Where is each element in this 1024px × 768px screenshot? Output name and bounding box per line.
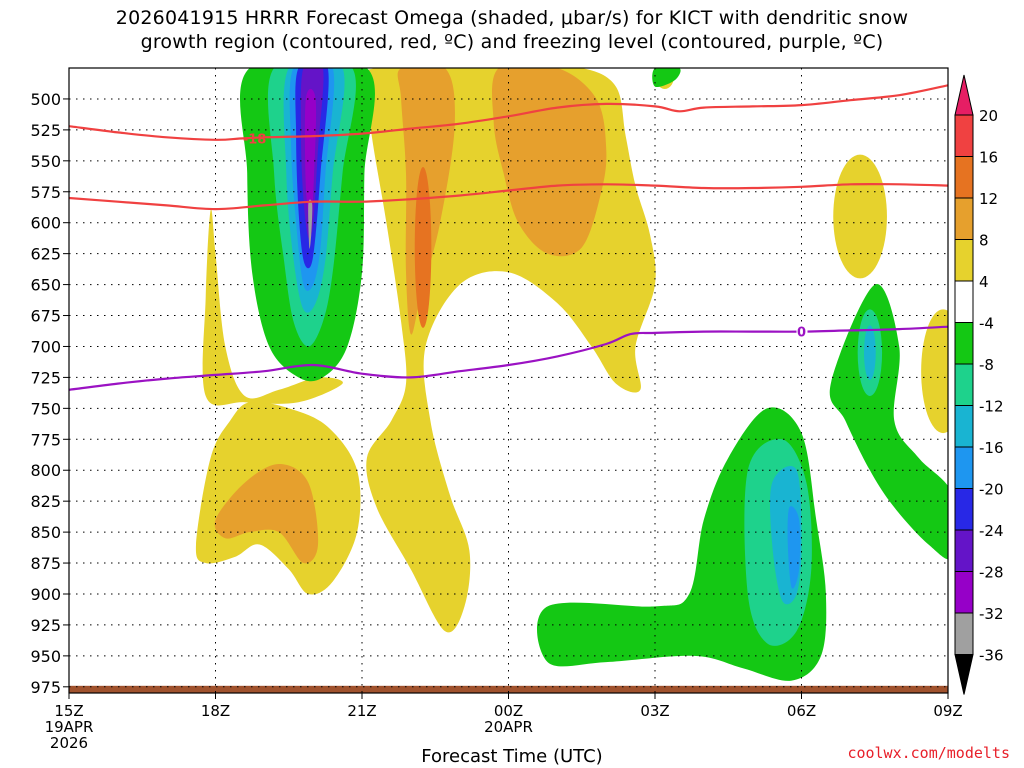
- credit-link[interactable]: coolwx.com/modelts: [847, 744, 1010, 762]
- x-tick-label: 03Z: [640, 702, 669, 720]
- colorbar-segment: [954, 280, 974, 323]
- colorbar-tick-label: -32: [979, 605, 1004, 623]
- omega-region-positive-edge: [921, 309, 948, 434]
- y-tick-label: 725: [30, 368, 61, 387]
- omega-region-minus32: [308, 199, 313, 249]
- colorbar-tick-label: 8: [979, 232, 989, 250]
- x-tick-label: 00Z: [494, 702, 523, 720]
- y-tick-label: 675: [30, 307, 61, 326]
- y-tick-label: 775: [30, 430, 61, 449]
- colorbar-tick-label: -36: [979, 647, 1004, 665]
- x-tick-sublabel: 2026: [50, 734, 88, 752]
- colorbar-tick-label: -16: [979, 439, 1004, 457]
- colorbar-segment: [954, 156, 974, 199]
- y-tick-label: 750: [30, 399, 61, 418]
- colorbar-tick-label: 4: [979, 273, 989, 291]
- y-tick-label: 950: [30, 647, 61, 666]
- y-tick-label: 550: [30, 152, 61, 171]
- colorbar-segment: [954, 571, 974, 614]
- omega-region-low-minus16: [787, 506, 801, 589]
- y-tick-label: 525: [30, 121, 61, 140]
- contour-label-bg: [796, 324, 808, 339]
- y-tick-label: 625: [30, 245, 61, 264]
- x-tick-sublabel: 19APR: [45, 718, 94, 736]
- colorbar-segment: [954, 322, 974, 365]
- x-axis-label: Forecast Time (UTC): [421, 746, 603, 767]
- contour-line-1: [69, 182, 948, 211]
- colorbar-bottom-arrow: [954, 654, 974, 695]
- colorbar-tick-label: 20: [979, 107, 998, 125]
- colorbar-tick-label: -8: [979, 356, 994, 374]
- omega-region-negative-top: [652, 68, 681, 88]
- colorbar-segment: [954, 363, 974, 406]
- y-tick-label: 925: [30, 616, 61, 635]
- x-tick-label: 15Z: [54, 702, 83, 720]
- y-tick-label: 700: [30, 337, 61, 356]
- colorbar-tick-label: -24: [979, 522, 1004, 540]
- contour-line-0: [69, 84, 948, 141]
- contour-label-0: -18: [243, 133, 267, 148]
- colorbar-segment: [954, 488, 974, 531]
- colorbar-segment: [954, 239, 974, 282]
- colorbar-segment: [954, 612, 974, 655]
- y-tick-label: 850: [30, 523, 61, 542]
- x-tick-label: 06Z: [787, 702, 816, 720]
- x-tick-sublabel: 20APR: [484, 718, 533, 736]
- omega-region-12-16: [414, 167, 432, 328]
- surface-ground: [69, 685, 948, 693]
- y-tick-label: 875: [30, 554, 61, 573]
- colorbar-tick-label: -12: [979, 398, 1004, 416]
- colorbar-tick-label: 16: [979, 149, 998, 167]
- x-tick-label: 18Z: [201, 702, 230, 720]
- y-axis: 500 525 550 575 600 625 650 675 700 725 750 775 800 8…: [30, 90, 69, 697]
- title-line-1: 2026041915 HRRR Forecast Omega (shaded, …: [115, 7, 909, 29]
- omega-region-right-minus12: [864, 325, 876, 380]
- colorbar-tick-label: -4: [979, 315, 994, 333]
- omega-shading: [69, 68, 948, 693]
- colorbar-segment: [954, 114, 974, 157]
- omega-region-minus28: [304, 88, 317, 223]
- omega-region-positive-spike: [202, 209, 343, 406]
- x-tick-label: 09Z: [933, 702, 962, 720]
- colorbar-segment: [954, 197, 974, 240]
- omega-region-8-12-low: [214, 464, 319, 564]
- colorbar-tick-label: 12: [979, 190, 998, 208]
- colorbar-top-arrow: [954, 74, 974, 116]
- y-tick-label: 575: [30, 183, 61, 202]
- y-tick-label: 500: [30, 90, 61, 109]
- y-tick-label: 900: [30, 585, 61, 604]
- contour-label-1: 0: [797, 326, 806, 341]
- contour-layer: -18 0: [69, 84, 948, 391]
- omega-region-positive-right: [833, 154, 887, 279]
- colorbar-segment: [954, 529, 974, 572]
- y-tick-label: 975: [30, 678, 61, 697]
- y-tick-label: 825: [30, 492, 61, 511]
- y-tick-label: 600: [30, 214, 61, 233]
- colorbar-tick-label: -28: [979, 564, 1004, 582]
- contour-line-2: [69, 325, 948, 391]
- colorbar-segment: [954, 446, 974, 489]
- chart-title: 2026041915 HRRR Forecast Omega (shaded, …: [0, 6, 1024, 54]
- colorbar: 20 16 12 8 4 -4 -8 -12 -16 -20 -24 -28 -32 -36: [954, 74, 1004, 695]
- x-tick-label: 21Z: [347, 702, 376, 720]
- title-line-2: growth region (contoured, red, ºC) and f…: [140, 31, 884, 53]
- colorbar-tick-label: -20: [979, 481, 1004, 499]
- colorbar-segment: [954, 405, 974, 448]
- y-tick-label: 800: [30, 461, 61, 480]
- y-tick-label: 650: [30, 276, 61, 295]
